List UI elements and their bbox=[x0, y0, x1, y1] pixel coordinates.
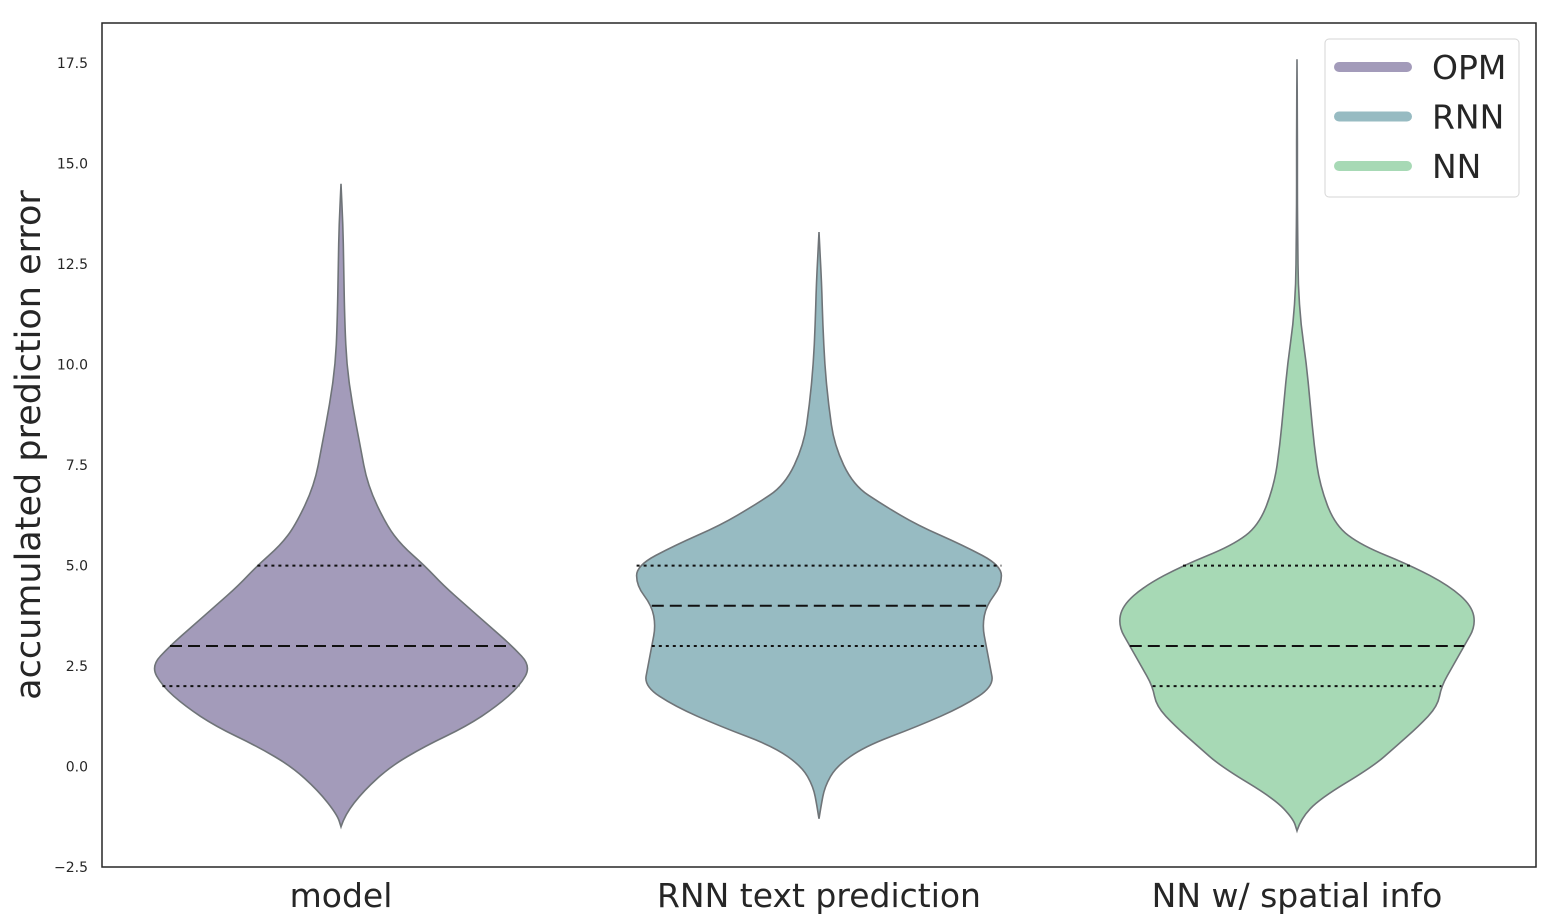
legend-frame bbox=[1324, 38, 1520, 198]
violins-layer bbox=[153, 59, 1475, 834]
legend: OPM RNN NN bbox=[1324, 38, 1520, 198]
violin-opm bbox=[153, 183, 529, 830]
violin-nn bbox=[1119, 59, 1475, 834]
y-axis-ticks: −2.5 0.0 2.5 5.0 7.5 10.0 12.5 15.0 17.5 bbox=[54, 56, 88, 876]
y-tick-label: 2.5 bbox=[66, 659, 88, 675]
legend-label-rnn: RNN bbox=[1432, 98, 1504, 137]
legend-label-nn: NN bbox=[1432, 147, 1481, 186]
y-axis-label: accumulated prediction error bbox=[9, 190, 49, 700]
x-tick-label: NN w/ spatial info bbox=[1152, 876, 1443, 915]
y-tick-label: 12.5 bbox=[57, 257, 88, 273]
violin-rnn bbox=[635, 231, 1003, 819]
x-tick-label: model bbox=[290, 876, 393, 915]
y-tick-label: 15.0 bbox=[57, 157, 88, 173]
y-tick-label: 17.5 bbox=[57, 56, 88, 72]
legend-label-opm: OPM bbox=[1432, 48, 1506, 87]
y-tick-label: 5.0 bbox=[66, 559, 88, 575]
y-tick-label: 10.0 bbox=[57, 358, 88, 374]
y-tick-label: −2.5 bbox=[54, 860, 88, 876]
y-tick-label: 7.5 bbox=[66, 458, 88, 474]
x-tick-label: RNN text prediction bbox=[657, 876, 981, 915]
y-tick-label: 0.0 bbox=[66, 760, 88, 776]
x-axis-ticks: model RNN text prediction NN w/ spatial in… bbox=[290, 876, 1443, 915]
